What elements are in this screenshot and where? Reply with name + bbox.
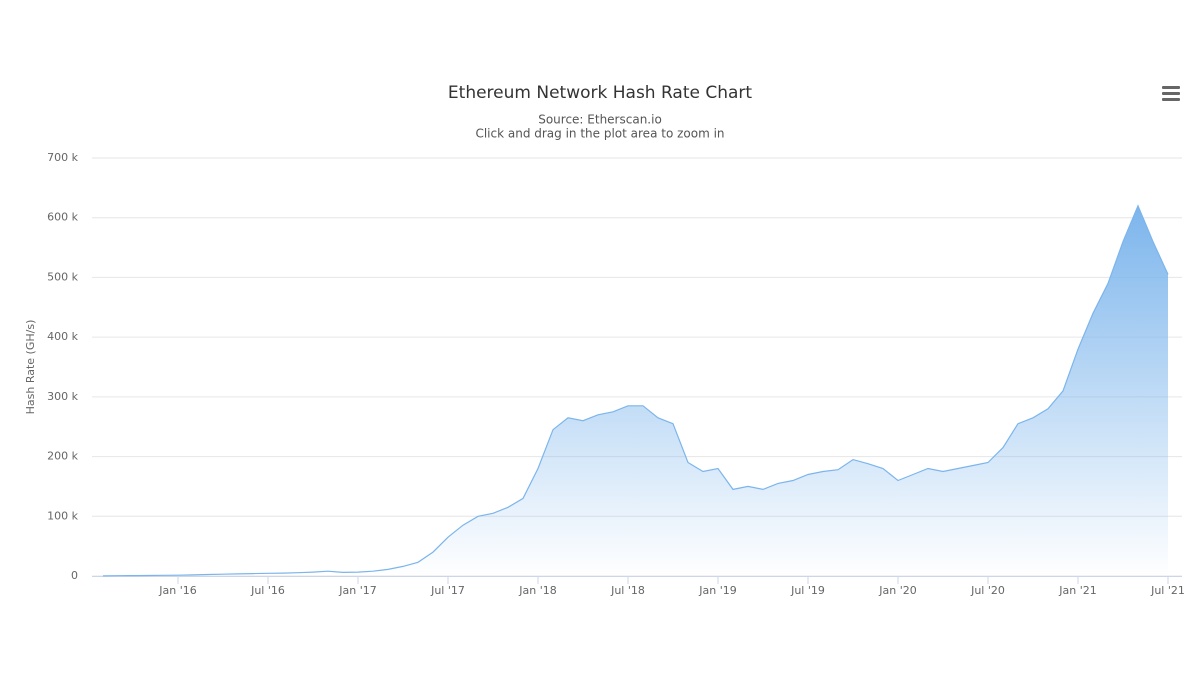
- y-tick-label: 0: [71, 569, 78, 582]
- y-tick-label: 100 k: [47, 509, 78, 522]
- x-tick-label: Jul '18: [610, 584, 645, 597]
- y-axis-label: Hash Rate (GH/s): [24, 320, 37, 415]
- x-tick-label: Jan '20: [878, 584, 916, 597]
- x-tick-label: Jul '17: [430, 584, 465, 597]
- x-tick-label: Jan '18: [518, 584, 556, 597]
- x-tick-label: Jul '21: [1150, 584, 1185, 597]
- chart-subtitle: Source: Etherscan.io: [538, 113, 662, 127]
- x-tick-label: Jul '20: [970, 584, 1005, 597]
- menu-bar[interactable]: [1162, 92, 1180, 95]
- y-tick-label: 200 k: [47, 450, 78, 463]
- menu-button[interactable]: [1162, 86, 1180, 101]
- x-tick-label: Jan '16: [158, 584, 196, 597]
- y-tick-label: 400 k: [47, 330, 78, 343]
- x-tick-label: Jan '19: [698, 584, 736, 597]
- x-tick-label: Jul '16: [250, 584, 285, 597]
- chart-subtitle: Click and drag in the plot area to zoom …: [475, 127, 724, 141]
- x-tick-label: Jul '19: [790, 584, 825, 597]
- menu-bar[interactable]: [1162, 98, 1180, 101]
- menu-bar[interactable]: [1162, 86, 1180, 89]
- y-tick-label: 500 k: [47, 270, 78, 283]
- x-tick-label: Jan '17: [338, 584, 376, 597]
- area-line: [102, 204, 1169, 577]
- chart-title: Ethereum Network Hash Rate Chart: [448, 83, 753, 103]
- y-tick-label: 600 k: [47, 211, 78, 224]
- x-tick-label: Jan '21: [1058, 584, 1096, 597]
- y-tick-label: 300 k: [47, 390, 78, 403]
- y-tick-label: 700 k: [47, 151, 78, 164]
- area-fill: [103, 205, 1168, 577]
